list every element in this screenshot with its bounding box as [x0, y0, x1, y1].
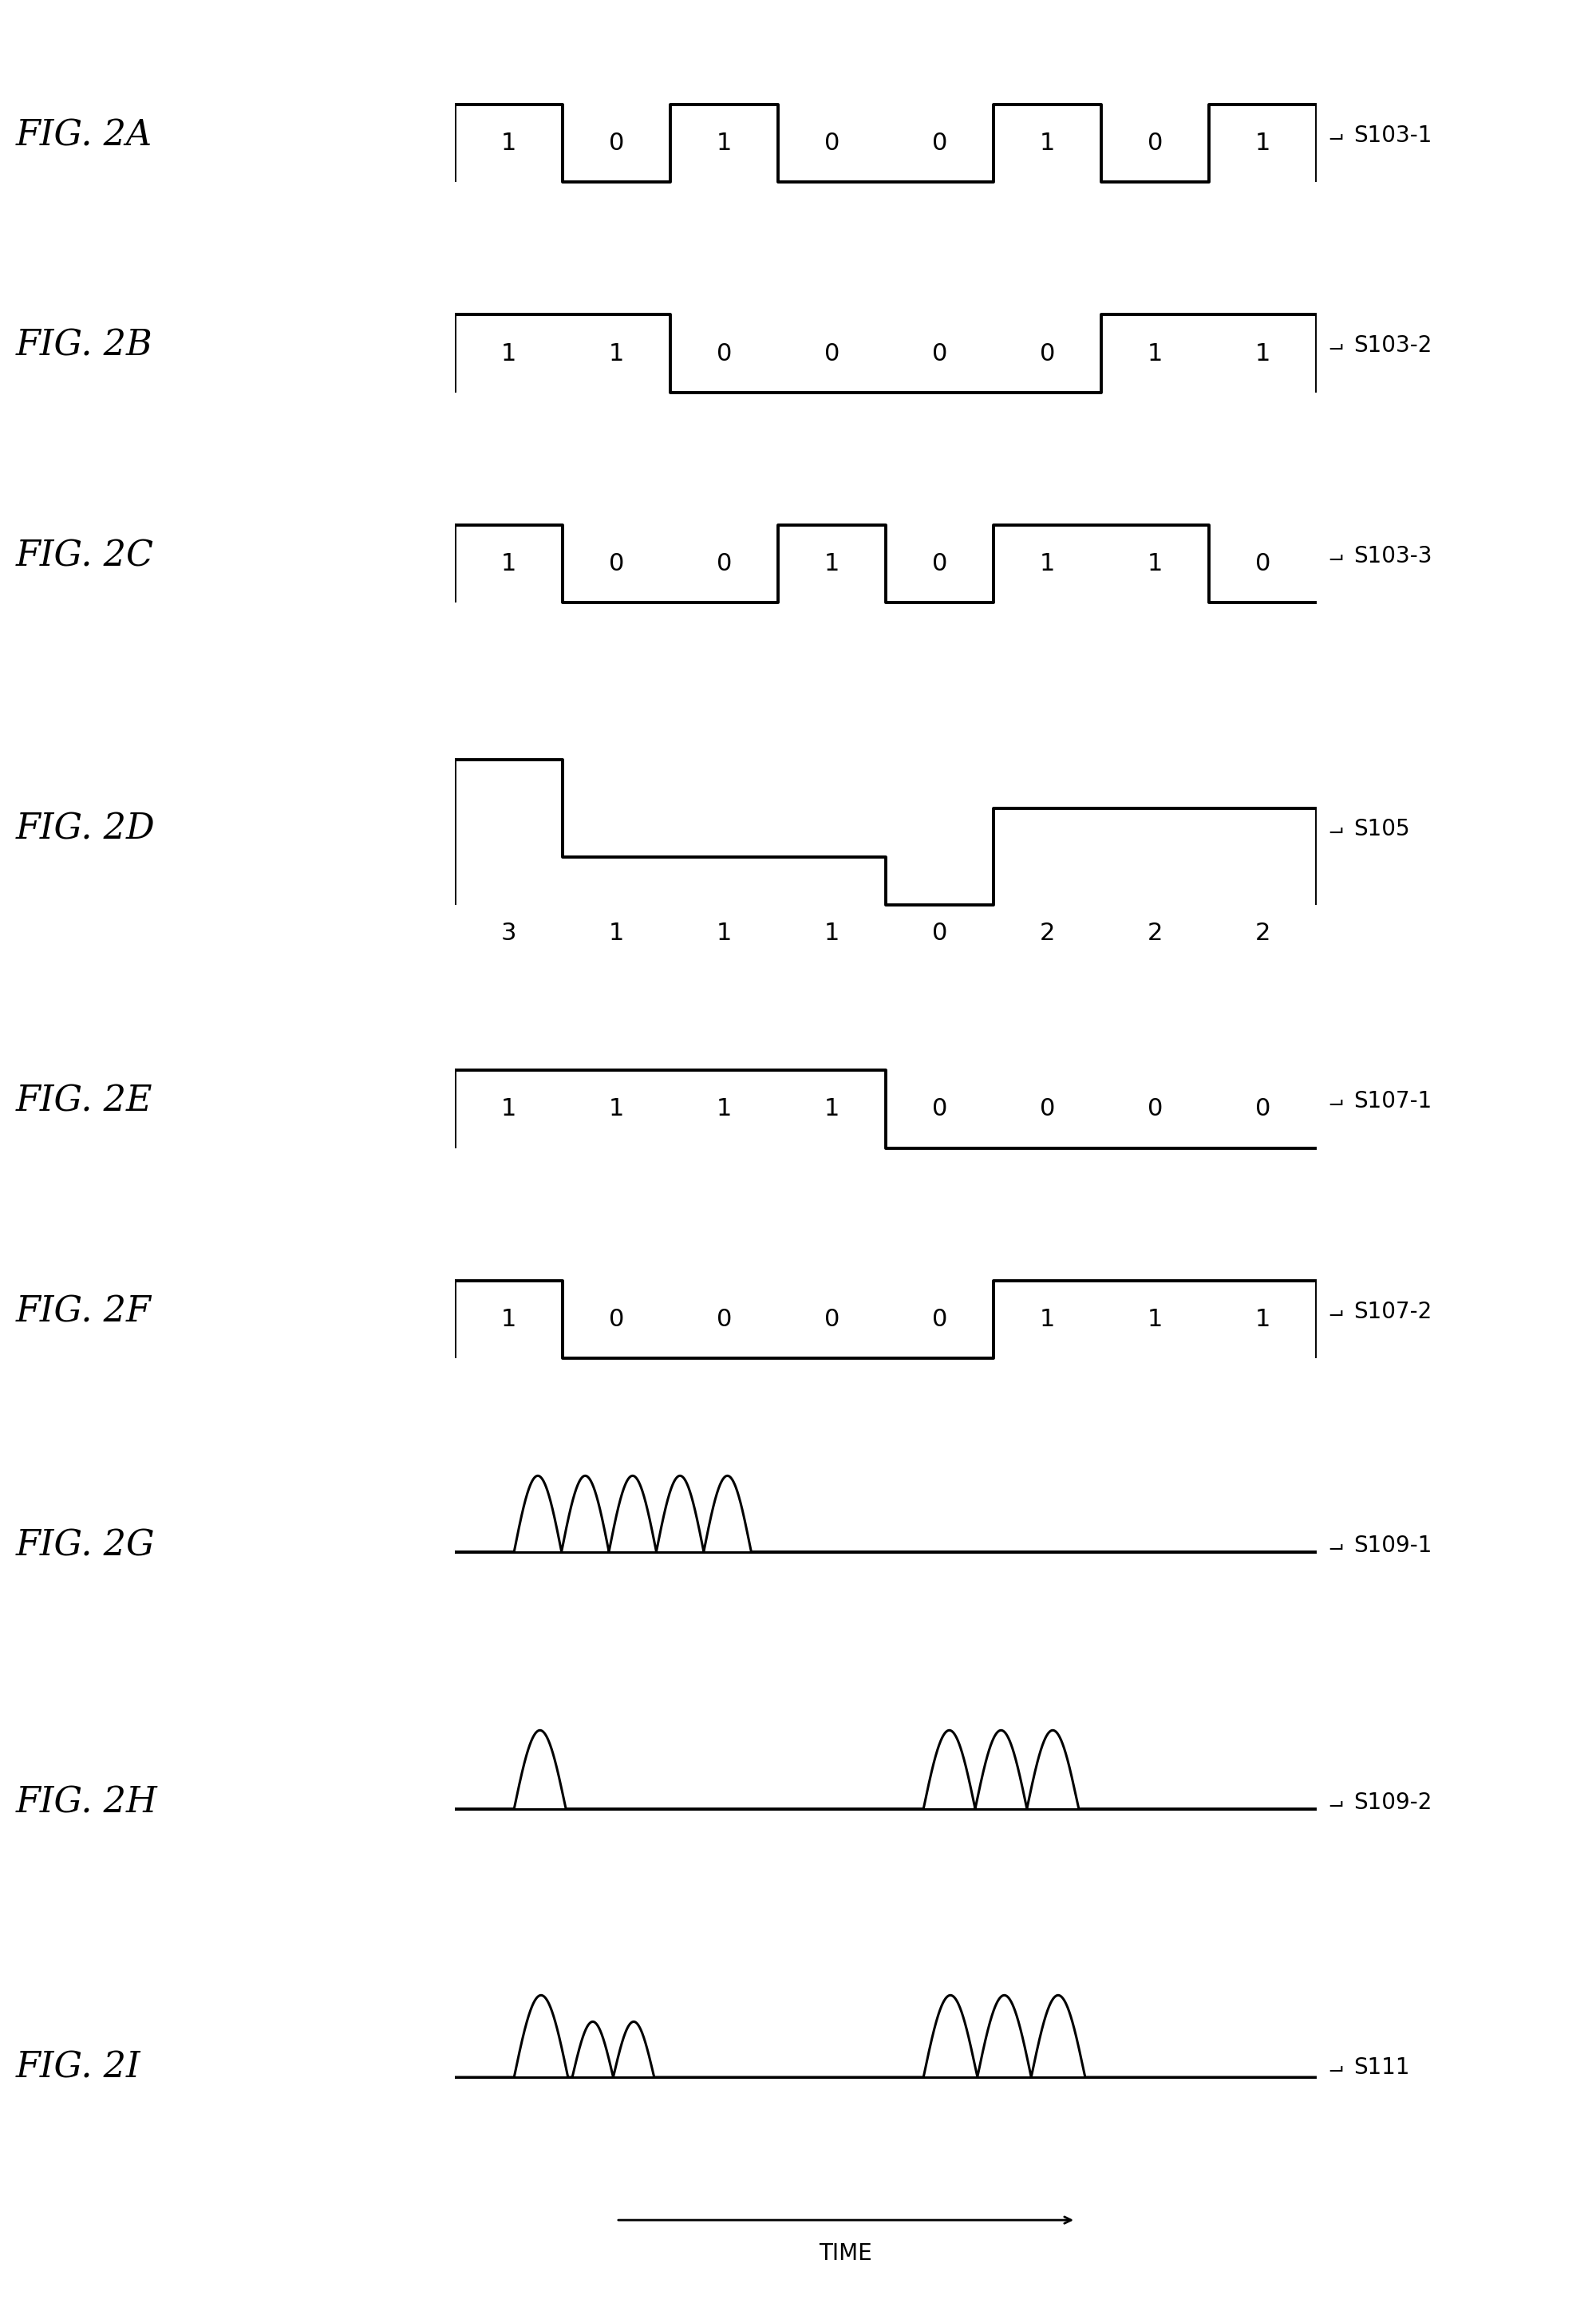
Text: 0: 0: [1148, 131, 1163, 154]
Text: 2: 2: [1039, 921, 1055, 944]
Text: ⌐: ⌐: [1325, 336, 1341, 355]
Text: 2: 2: [1148, 921, 1163, 944]
Text: 1: 1: [1039, 131, 1055, 154]
Text: 0: 0: [717, 1308, 733, 1331]
Text: 0: 0: [1039, 1099, 1055, 1122]
Text: ⌐: ⌐: [1325, 1092, 1341, 1110]
Text: 0: 0: [717, 343, 733, 366]
Text: FIG. 2H: FIG. 2H: [16, 1785, 158, 1819]
Text: S107-1: S107-1: [1353, 1089, 1432, 1112]
Text: 1: 1: [1148, 1308, 1163, 1331]
Text: 0: 0: [1039, 343, 1055, 366]
Text: S109-1: S109-1: [1353, 1534, 1432, 1557]
Text: 0: 0: [608, 131, 624, 154]
Text: 0: 0: [824, 1308, 839, 1331]
Text: 1: 1: [1254, 1308, 1270, 1331]
Text: FIG. 2F: FIG. 2F: [16, 1294, 152, 1329]
Text: 1: 1: [501, 131, 517, 154]
Text: ⌐: ⌐: [1325, 127, 1341, 145]
Text: 2: 2: [1254, 921, 1270, 944]
Text: ⌐: ⌐: [1325, 1792, 1341, 1812]
Text: 0: 0: [1148, 1099, 1163, 1122]
Text: 1: 1: [717, 131, 733, 154]
Text: 1: 1: [608, 1099, 624, 1122]
Text: 0: 0: [717, 553, 733, 576]
Text: 0: 0: [932, 921, 948, 944]
Text: ⌐: ⌐: [1325, 820, 1341, 838]
Text: 1: 1: [1148, 553, 1163, 576]
Text: FIG. 2D: FIG. 2D: [16, 811, 155, 845]
Text: FIG. 2E: FIG. 2E: [16, 1085, 153, 1119]
Text: S103-1: S103-1: [1353, 124, 1432, 147]
Text: S109-2: S109-2: [1353, 1792, 1432, 1812]
Text: S103-2: S103-2: [1353, 334, 1432, 357]
Text: 0: 0: [608, 1308, 624, 1331]
Text: S105: S105: [1353, 818, 1409, 841]
Text: 1: 1: [501, 343, 517, 366]
Text: 1: 1: [1039, 553, 1055, 576]
Text: FIG. 2C: FIG. 2C: [16, 539, 153, 573]
Text: ⌐: ⌐: [1325, 1536, 1341, 1555]
Text: 0: 0: [932, 1099, 948, 1122]
Text: FIG. 2A: FIG. 2A: [16, 117, 153, 152]
Text: FIG. 2I: FIG. 2I: [16, 2050, 140, 2084]
Text: 0: 0: [824, 131, 839, 154]
Text: 0: 0: [932, 1308, 948, 1331]
Text: 1: 1: [608, 343, 624, 366]
Text: TIME: TIME: [819, 2243, 873, 2266]
Text: 3: 3: [501, 921, 517, 944]
Text: 1: 1: [824, 553, 839, 576]
Text: FIG. 2B: FIG. 2B: [16, 329, 153, 364]
Text: 0: 0: [824, 343, 839, 366]
Text: 1: 1: [824, 921, 839, 944]
Text: S111: S111: [1353, 2057, 1409, 2077]
Text: 1: 1: [1039, 1308, 1055, 1331]
Text: 1: 1: [824, 1099, 839, 1122]
Text: 1: 1: [717, 1099, 733, 1122]
Text: 0: 0: [608, 553, 624, 576]
Text: 1: 1: [608, 921, 624, 944]
Text: 1: 1: [501, 1099, 517, 1122]
Text: 0: 0: [932, 131, 948, 154]
Text: 1: 1: [1254, 343, 1270, 366]
Text: ⌐: ⌐: [1325, 546, 1341, 567]
Text: S103-3: S103-3: [1353, 546, 1432, 567]
Text: 1: 1: [1148, 343, 1163, 366]
Text: 0: 0: [1254, 553, 1270, 576]
Text: ⌐: ⌐: [1325, 2057, 1341, 2077]
Text: 0: 0: [932, 343, 948, 366]
Text: 1: 1: [1254, 131, 1270, 154]
Text: 0: 0: [932, 553, 948, 576]
Text: 0: 0: [1254, 1099, 1270, 1122]
Text: ⌐: ⌐: [1325, 1301, 1341, 1322]
Text: 1: 1: [501, 553, 517, 576]
Text: FIG. 2G: FIG. 2G: [16, 1529, 155, 1564]
Text: 1: 1: [501, 1308, 517, 1331]
Text: 1: 1: [717, 921, 733, 944]
Text: S107-2: S107-2: [1353, 1301, 1432, 1322]
